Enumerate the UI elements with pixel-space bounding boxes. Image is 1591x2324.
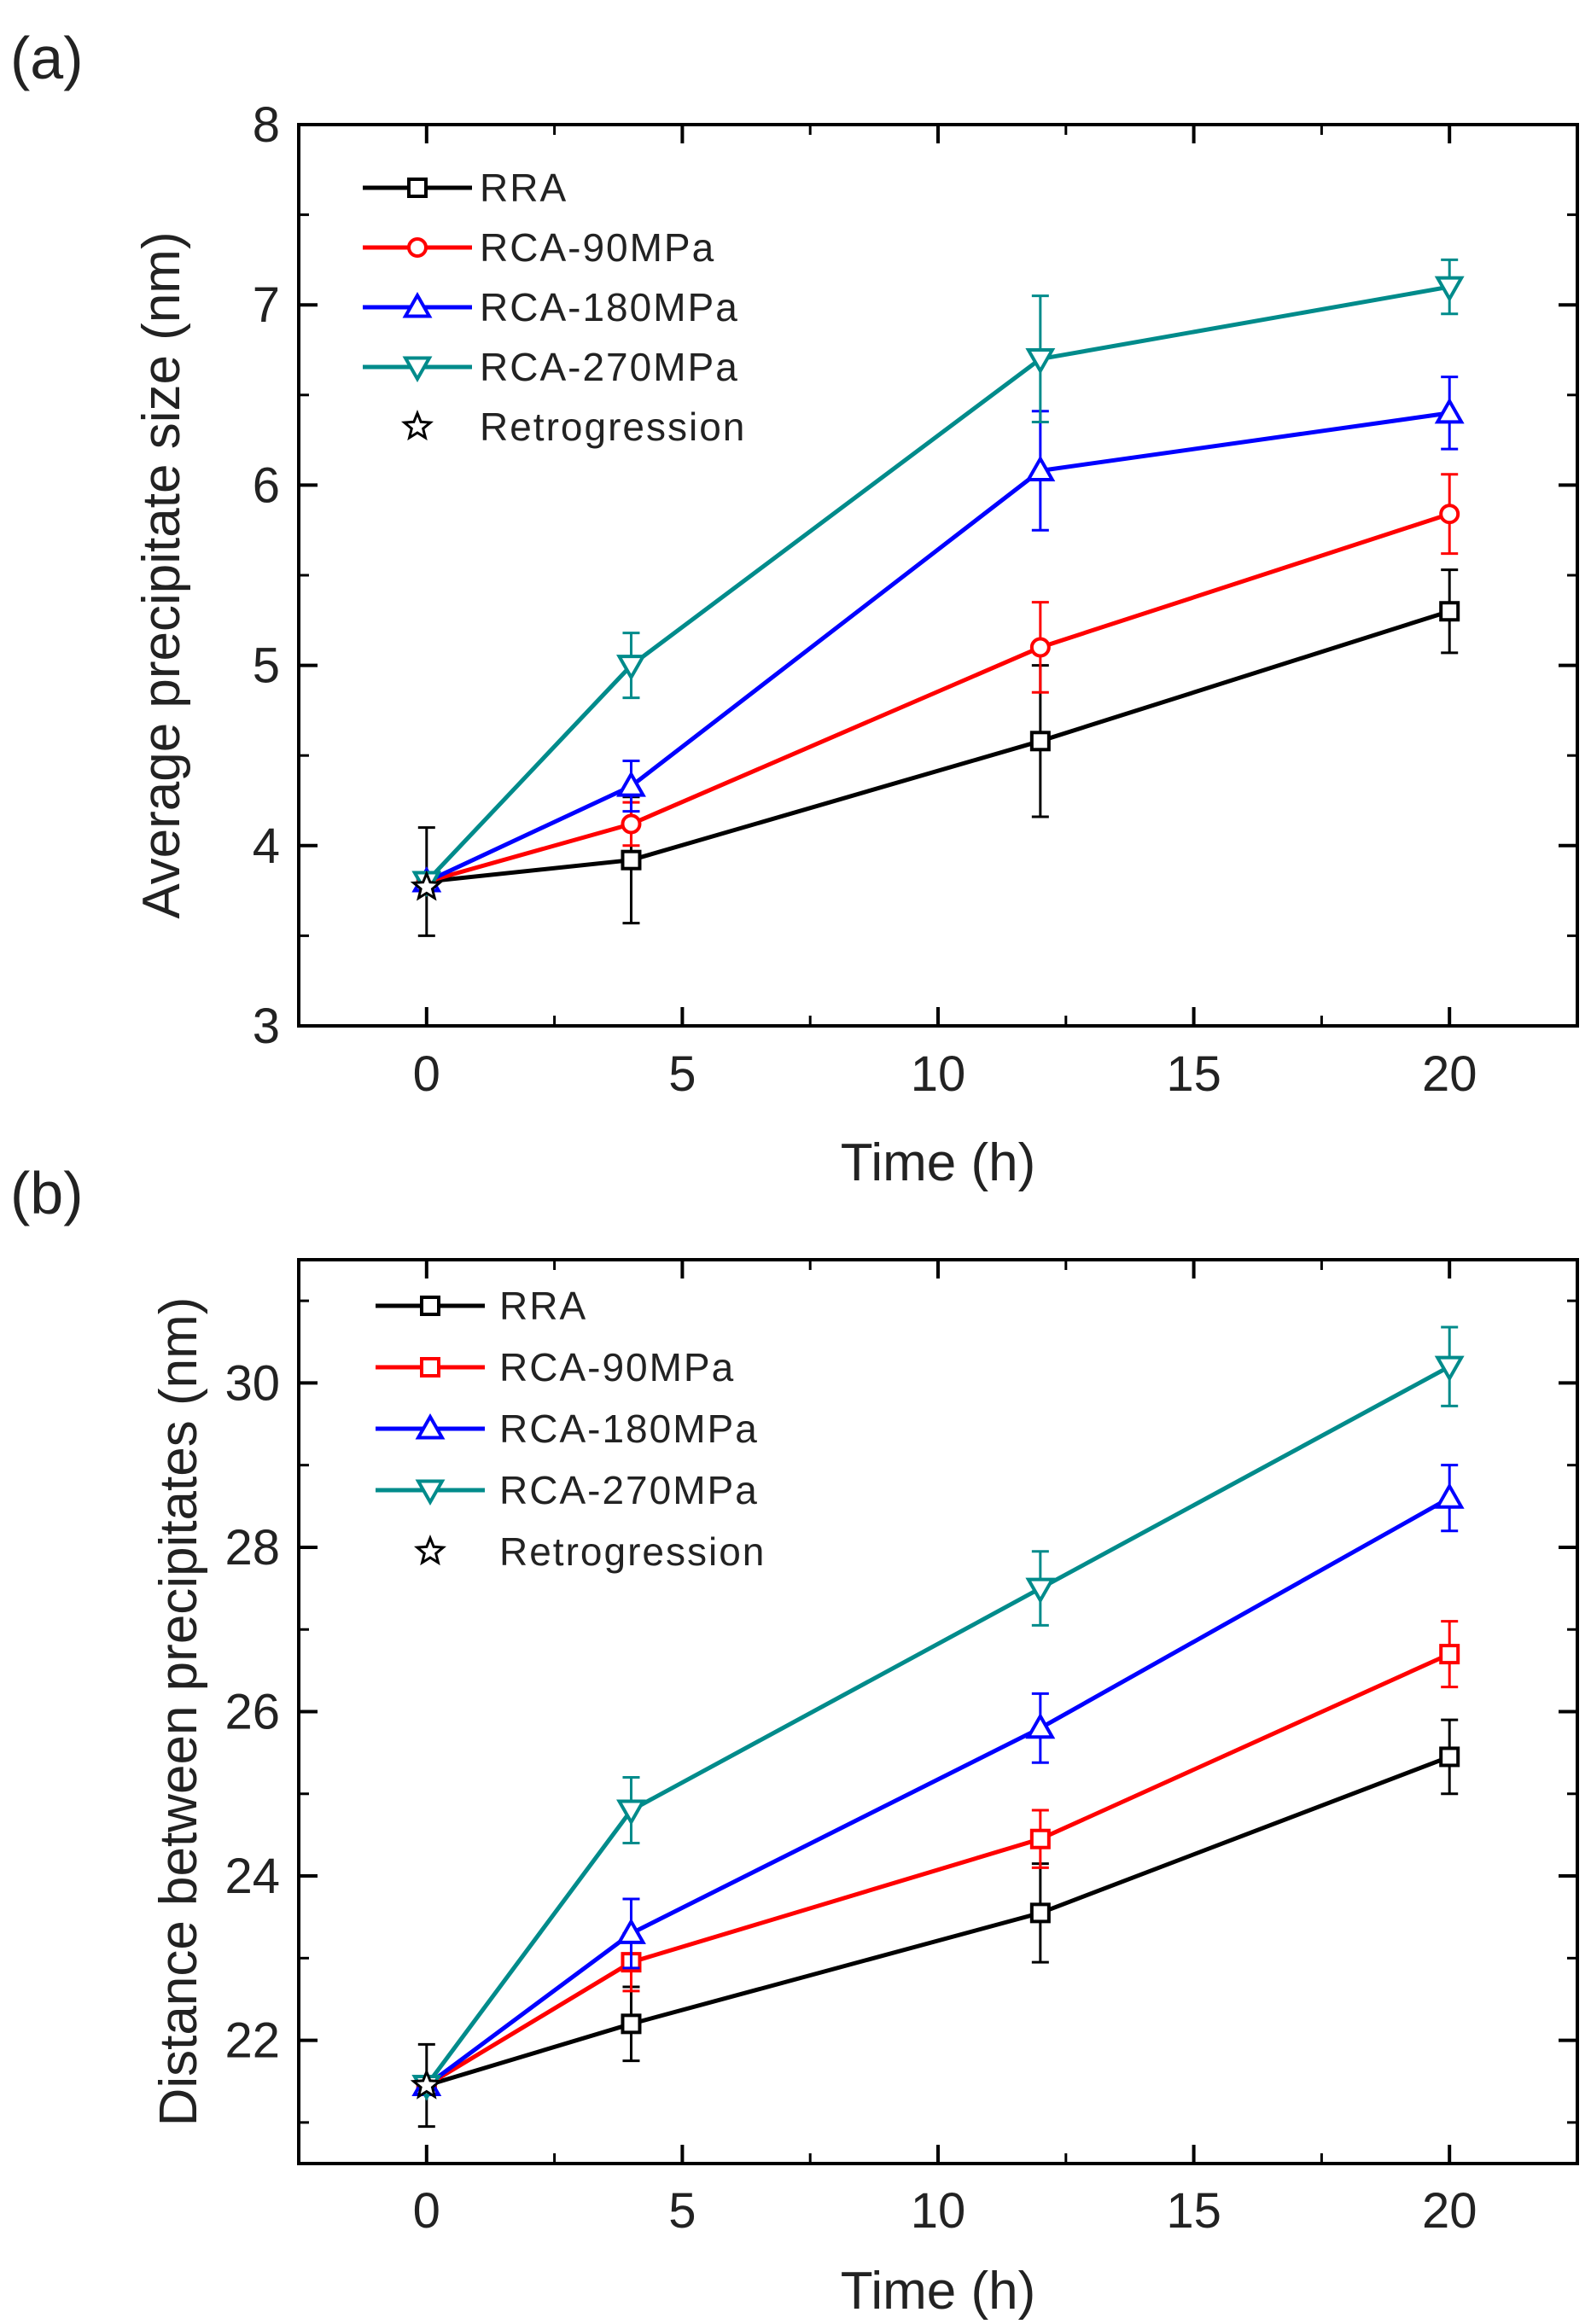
data-point-rca-270mpa bbox=[616, 1799, 646, 1826]
chart-panel-b: (b) 0 5 10 15 20 22 24 26 28 30 Time (h) Distance be… bbox=[10, 1160, 1579, 2321]
legend-marker-rca-180mpa bbox=[415, 1412, 446, 1440]
data-point-rca-90mpa bbox=[1029, 637, 1051, 658]
legend-marker-rra bbox=[420, 1296, 440, 1316]
data-point-rca-270mpa bbox=[1025, 348, 1056, 375]
y-tick-label: 24 bbox=[224, 1849, 280, 1904]
series-retrogression bbox=[410, 2068, 443, 2100]
x-tick-label: 20 bbox=[1422, 2183, 1477, 2239]
legend-marker-rca-90mpa bbox=[420, 1357, 440, 1378]
series-line-rca-90mpa bbox=[425, 1651, 1451, 2088]
y-tick-label: 22 bbox=[224, 2013, 280, 2069]
data-point-rra bbox=[1029, 731, 1051, 752]
data-point-rca-180mpa bbox=[1025, 1712, 1056, 1739]
data-point-rca-180mpa bbox=[1434, 397, 1465, 424]
legend-marker-rca-270mpa bbox=[402, 356, 433, 383]
series-rca-90mpa bbox=[416, 1620, 1460, 2096]
y-tick-label: 6 bbox=[253, 457, 280, 513]
series-line-rca-270mpa bbox=[424, 284, 1450, 883]
series-line-rca-180mpa bbox=[425, 411, 1450, 884]
legend-label-rra: RRA bbox=[499, 1284, 587, 1328]
y-tick-label: 7 bbox=[253, 277, 280, 333]
data-point-rra bbox=[1439, 601, 1460, 622]
y-tick-label: 4 bbox=[253, 818, 280, 874]
series-line-rca-90mpa bbox=[426, 511, 1450, 884]
y-axis-label: Average precipitate size (nm) bbox=[132, 231, 191, 918]
legend-label-rra: RRA bbox=[480, 166, 568, 210]
legend-label-rca-180mpa: RCA-180MPa bbox=[499, 1407, 759, 1451]
data-point-rca-90mpa bbox=[621, 813, 642, 835]
data-point-retrogression bbox=[410, 870, 443, 901]
x-tick-label: 5 bbox=[668, 1046, 696, 1102]
series-rra bbox=[416, 568, 1460, 937]
y-tick-label: 30 bbox=[224, 1355, 280, 1411]
y-tick-label: 3 bbox=[253, 999, 280, 1054]
data-point-rra bbox=[621, 849, 642, 871]
x-tick-label: 0 bbox=[413, 2183, 440, 2239]
x-tick-label: 10 bbox=[911, 1046, 966, 1102]
data-point-rca-90mpa bbox=[1029, 1828, 1051, 1849]
series-rca-180mpa bbox=[411, 1464, 1465, 2097]
chart-panel-a: (a) 0 5 10 15 20 3 4 5 6 7 8 Time (h) Average precipi… bbox=[10, 25, 1579, 1192]
panel-label: (b) bbox=[10, 1160, 84, 1226]
data-point-rca-270mpa bbox=[1434, 276, 1465, 303]
legend-marker-rca-180mpa bbox=[402, 291, 433, 318]
series-retrogression bbox=[410, 870, 443, 901]
series-rra bbox=[416, 1718, 1460, 2129]
x-tick-label: 10 bbox=[911, 2183, 966, 2239]
x-axis-label: Time (h) bbox=[841, 2262, 1035, 2321]
series-line-rra bbox=[426, 1755, 1451, 2088]
data-point-rca-180mpa bbox=[616, 771, 646, 797]
x-axis-label: Time (h) bbox=[841, 1133, 1035, 1192]
series-line-rra bbox=[426, 609, 1450, 884]
series-line-rca-180mpa bbox=[425, 1496, 1451, 2088]
data-point-retrogression bbox=[410, 2068, 443, 2100]
y-tick-label: 28 bbox=[224, 1520, 280, 1576]
legend: RRA RCA-90MPa RCA-180MPa RCA-270MPa Retrogre… bbox=[376, 1284, 766, 1574]
legend-label-rca-180mpa: RCA-180MPa bbox=[480, 285, 739, 329]
legend-label-rca-270mpa: RCA-270MPa bbox=[499, 1468, 759, 1512]
series-rca-90mpa bbox=[416, 473, 1460, 893]
y-tick-label: 8 bbox=[253, 97, 280, 153]
x-tick-label: 15 bbox=[1166, 1046, 1221, 1102]
x-tick-label: 5 bbox=[668, 2183, 696, 2239]
panel-label: (a) bbox=[10, 25, 84, 91]
data-point-rca-270mpa bbox=[1434, 1355, 1465, 1383]
y-tick-label: 5 bbox=[253, 638, 280, 694]
legend-marker-rca-90mpa bbox=[407, 237, 428, 258]
x-tick-label: 0 bbox=[413, 1046, 440, 1102]
data-point-rra bbox=[1029, 1902, 1051, 1924]
legend-label-rca-90mpa: RCA-90MPa bbox=[480, 225, 715, 270]
data-point-rra bbox=[621, 2013, 642, 2035]
legend-marker-retrogression bbox=[413, 1534, 447, 1566]
data-point-rra bbox=[1439, 1746, 1460, 1768]
data-point-rca-270mpa bbox=[1025, 1577, 1056, 1605]
data-point-rca-180mpa bbox=[1025, 455, 1056, 482]
legend-marker-rca-270mpa bbox=[415, 1479, 446, 1506]
y-axis-label: Distance between precipitates (nm) bbox=[149, 1297, 208, 2127]
y-tick-label: 26 bbox=[224, 1685, 280, 1740]
legend-label-retrogression: Retrogression bbox=[480, 405, 746, 449]
legend-marker-rra bbox=[407, 178, 428, 198]
series-line-rca-270mpa bbox=[424, 1365, 1451, 2087]
legend-label-rca-270mpa: RCA-270MPa bbox=[480, 345, 739, 389]
legend-label-retrogression: Retrogression bbox=[499, 1529, 766, 1574]
series-rca-180mpa bbox=[411, 376, 1465, 893]
legend-label-rca-90mpa: RCA-90MPa bbox=[499, 1345, 735, 1389]
legend: RRA RCA-90MPa RCA-180MPa RCA-270MPa Retrogre… bbox=[363, 166, 746, 449]
plot-frame bbox=[297, 1258, 1579, 2165]
x-tick-label: 15 bbox=[1166, 2183, 1221, 2239]
data-point-rca-90mpa bbox=[1439, 1644, 1460, 1665]
data-point-rca-90mpa bbox=[1439, 504, 1460, 525]
data-point-rca-180mpa bbox=[616, 1918, 646, 1944]
x-tick-label: 20 bbox=[1422, 1046, 1477, 1102]
data-point-rca-270mpa bbox=[616, 655, 646, 681]
legend-marker-retrogression bbox=[400, 409, 434, 441]
data-point-rca-180mpa bbox=[1434, 1482, 1465, 1509]
